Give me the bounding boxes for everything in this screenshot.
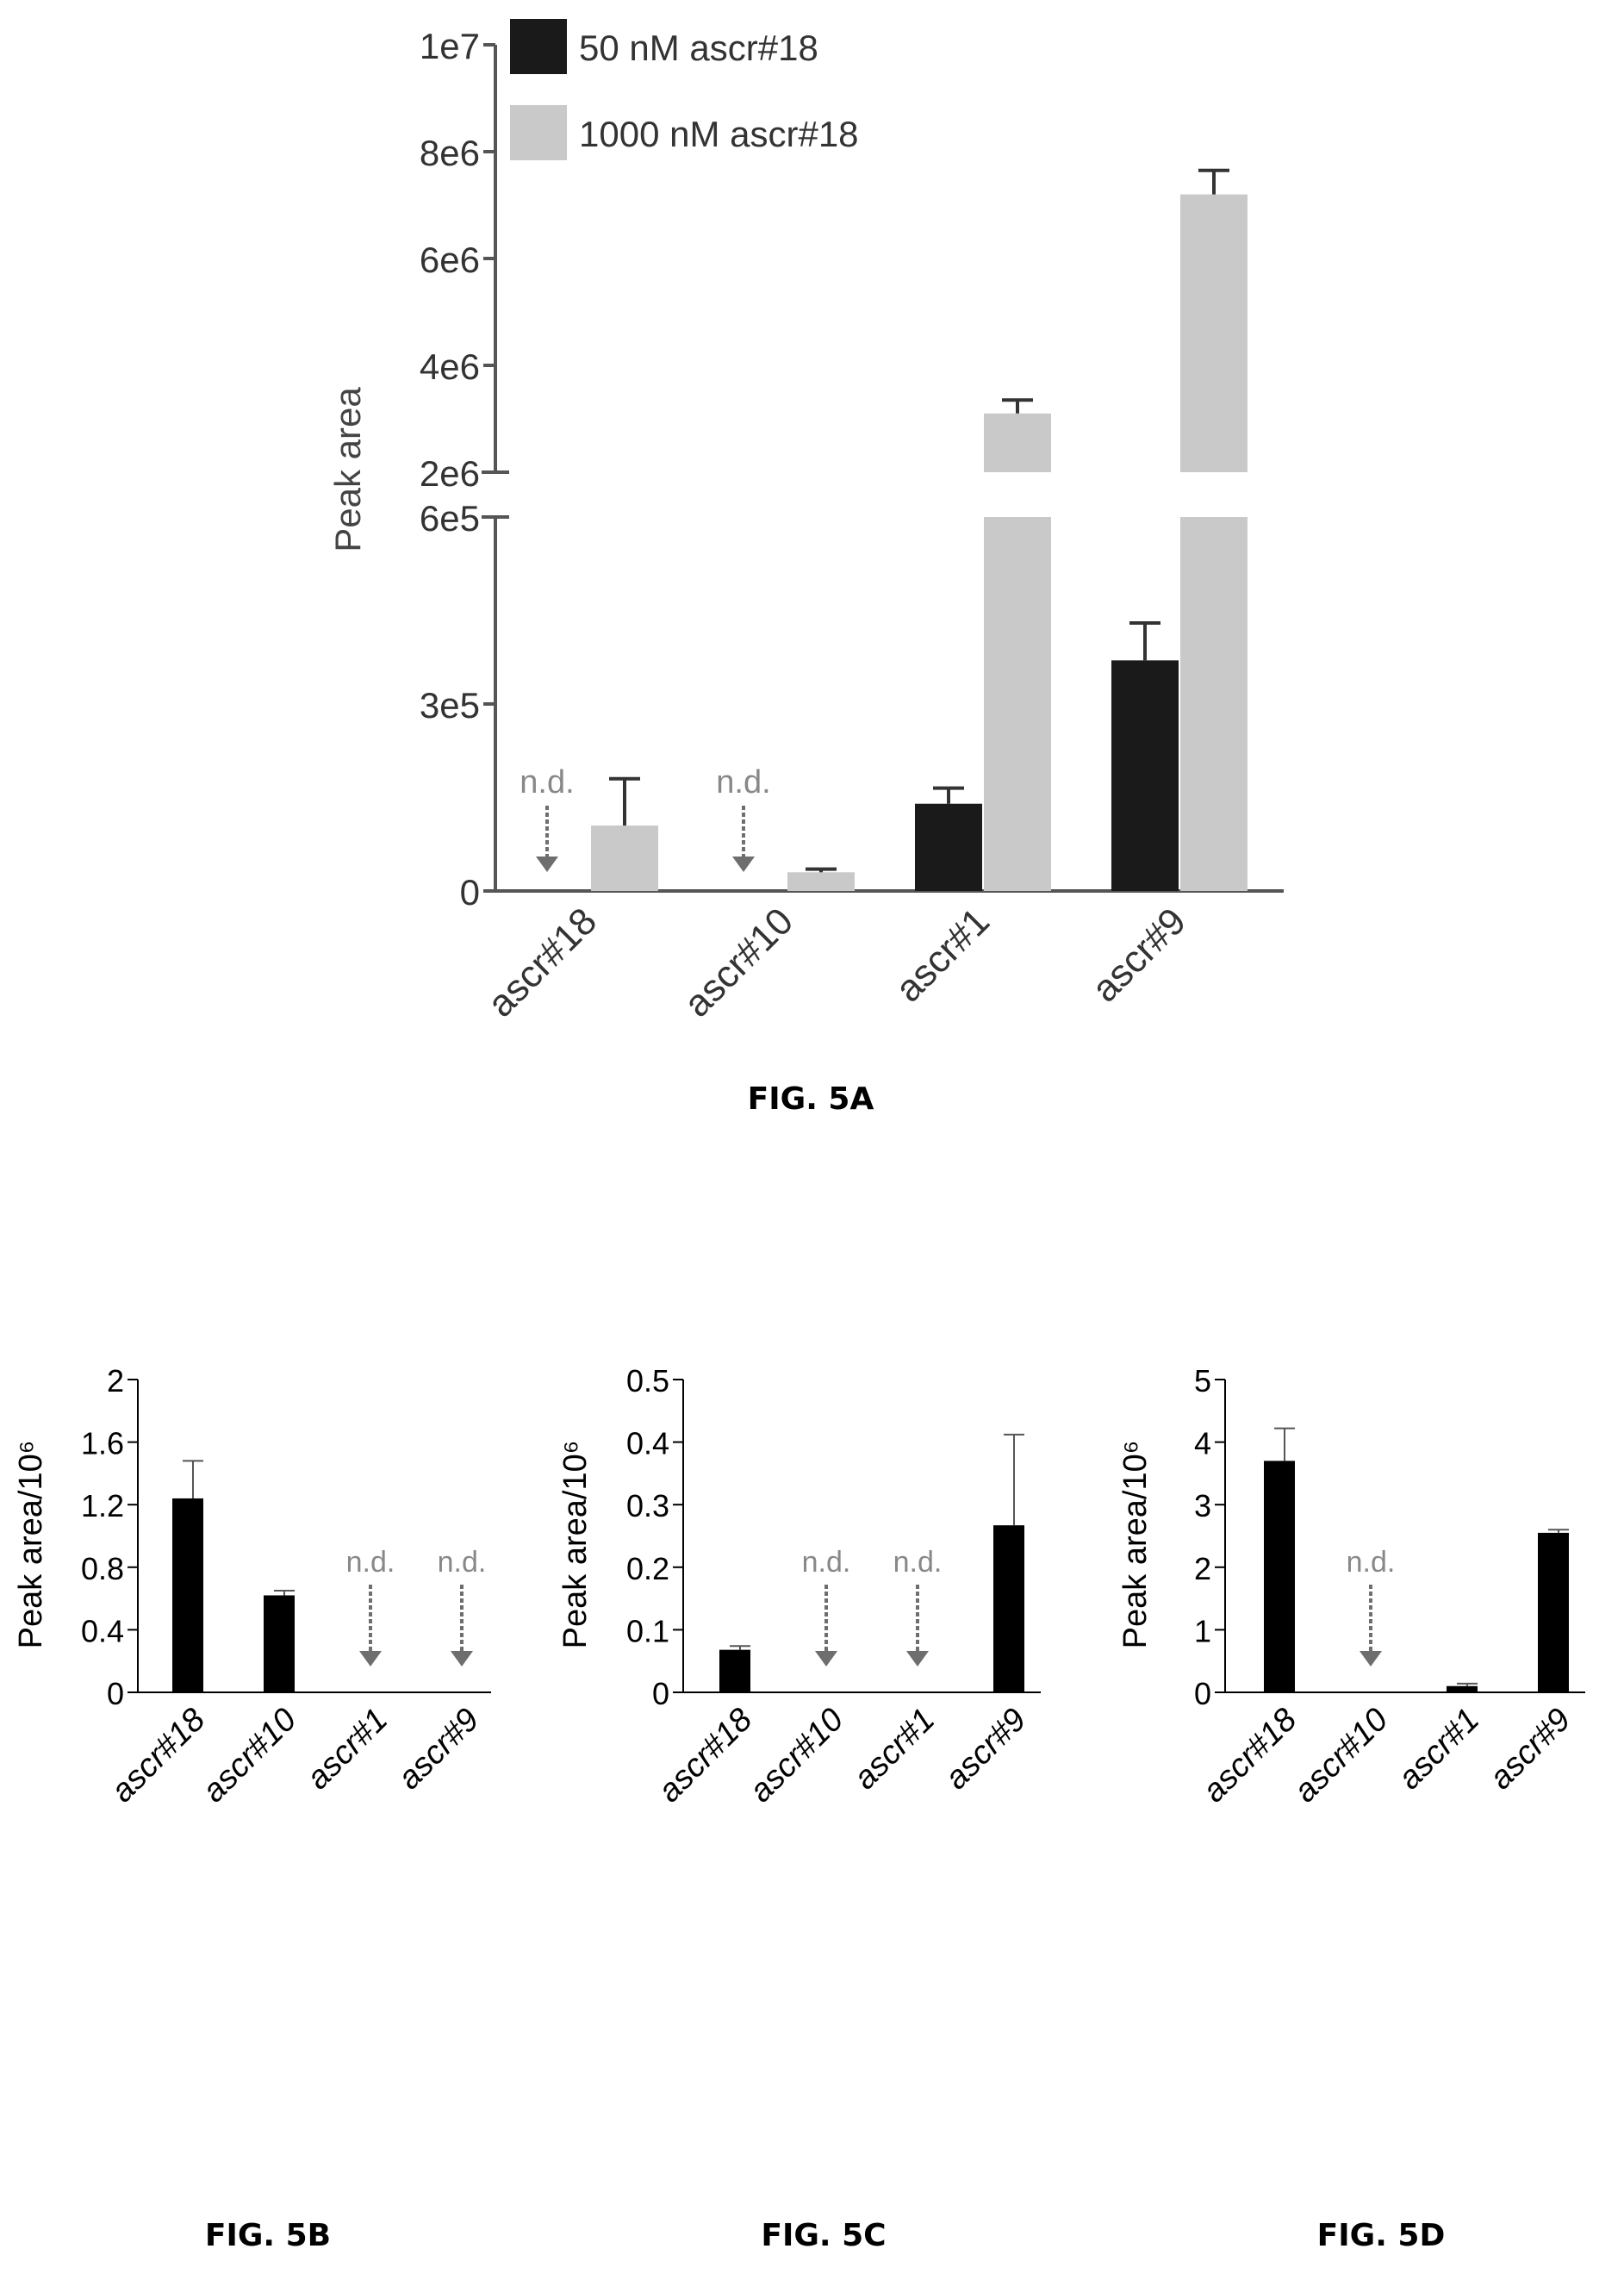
y-axis-label: Peak area/10⁶ — [1117, 1441, 1154, 1649]
y-tick-label-1: 1 — [1194, 1613, 1211, 1648]
bar-1000-nm-ascr-18-ascr-9-lower — [1180, 517, 1248, 891]
y-tick-label-0: 0 — [1194, 1676, 1211, 1711]
y-tick-label-8e6: 8e6 — [420, 133, 480, 173]
x-tick-label-ascr-9: ascr#9 — [391, 1702, 486, 1797]
y-tick-label-3e5: 3e5 — [420, 685, 480, 726]
nd-label-ascr-9: n.d. — [438, 1546, 487, 1579]
y-tick-label-0: 0 — [652, 1676, 669, 1711]
legend-label-50-nm-ascr-18: 50 nM ascr#18 — [579, 28, 818, 68]
x-tick-label-ascr-10: ascr#10 — [676, 900, 801, 1025]
nd-arrow-ascr-10-head — [732, 857, 755, 872]
y-tick-label-3: 3 — [1194, 1488, 1211, 1523]
x-tick-label-ascr-1: ascr#1 — [887, 900, 998, 1010]
nd-arrow-ascr-10-head — [1360, 1651, 1382, 1666]
chart-5a: 2e6 4e6 6e6 8e6 1e7 0 3e5 6e5 Peak area n.d. ascr#… — [327, 19, 1284, 1025]
x-tick-label-ascr-18: ascr#18 — [480, 900, 605, 1025]
bar-ascr-10 — [264, 1595, 295, 1692]
bar-ascr-9 — [1538, 1532, 1569, 1692]
y-tick-label-0-4: 0.4 — [81, 1613, 124, 1648]
nd-arrow-ascr-10-head — [815, 1651, 837, 1666]
x-tick-label-ascr-9: ascr#9 — [1084, 900, 1194, 1010]
y-tick-label-0-5: 0.5 — [626, 1363, 669, 1399]
y-tick-label-6e6: 6e6 — [420, 240, 480, 280]
nd-label-ascr-10: n.d. — [716, 764, 770, 800]
x-tick-label-ascr-18: ascr#18 — [651, 1702, 759, 1810]
nd-label-ascr-10: n.d. — [802, 1546, 851, 1579]
y-tick-label-4e6: 4e6 — [420, 346, 480, 387]
bar-1000-nm-ascr-18-ascr-1-lower — [984, 517, 1051, 891]
y-tick-label-0-3: 0.3 — [626, 1488, 669, 1523]
caption-fig-5b: FIG. 5B — [204, 2218, 332, 2253]
nd-arrow-ascr-1-head — [359, 1651, 382, 1666]
y-tick-label-2e6: 2e6 — [420, 453, 480, 494]
legend-label-1000-nm-ascr-18: 1000 nM ascr#18 — [579, 114, 859, 154]
y-tick-label-0: 0 — [460, 872, 480, 913]
y-axis-label: Peak area/10⁶ — [13, 1441, 49, 1649]
y-axis-label: Peak area — [327, 387, 368, 552]
y-tick-label-0-2: 0.2 — [626, 1551, 669, 1586]
y-tick-label-2: 2 — [107, 1363, 124, 1399]
nd-label-ascr-10: n.d. — [1347, 1546, 1396, 1579]
y-tick-label-1-6: 1.6 — [81, 1426, 124, 1461]
x-tick-label-ascr-1: ascr#1 — [300, 1702, 395, 1797]
x-tick-label-ascr-10: ascr#10 — [196, 1702, 303, 1810]
y-tick-label-0-8: 0.8 — [81, 1551, 124, 1586]
nd-label-ascr-1: n.d. — [346, 1546, 395, 1579]
x-tick-label-ascr-1: ascr#1 — [1391, 1702, 1486, 1797]
bar-50-nm-ascr-18-ascr-9 — [1111, 660, 1179, 891]
nd-arrow-ascr-1-head — [906, 1651, 929, 1666]
y-tick-label-0-4: 0.4 — [626, 1426, 669, 1461]
bar-ascr-1 — [1447, 1685, 1478, 1692]
chart-5c: 0 0.1 0.2 0.3 0.4 0.5 Peak area/10⁶ ascr#18 n.d.… — [557, 1363, 1041, 1810]
y-tick-label-5: 5 — [1194, 1363, 1211, 1399]
bar-1000-nm-ascr-18-ascr-9-upper — [1180, 194, 1248, 472]
nd-label-ascr-18: n.d. — [520, 764, 574, 800]
x-tick-label-ascr-10: ascr#10 — [743, 1702, 850, 1810]
x-tick-label-ascr-10: ascr#10 — [1287, 1702, 1395, 1810]
caption-fig-5c: FIG. 5C — [761, 2218, 887, 2253]
y-tick-label-6e5: 6e5 — [420, 498, 480, 539]
caption-fig-5d: FIG. 5D — [1316, 2218, 1446, 2253]
bar-1000-nm-ascr-18-ascr-18 — [591, 825, 658, 891]
nd-label-ascr-1: n.d. — [893, 1546, 943, 1579]
x-tick-label-ascr-18: ascr#18 — [1196, 1702, 1304, 1810]
x-tick-label-ascr-18: ascr#18 — [104, 1702, 212, 1810]
bar-1000-nm-ascr-18-ascr-1-upper — [984, 413, 1051, 472]
x-tick-label-ascr-9: ascr#9 — [1483, 1702, 1577, 1797]
x-tick-label-ascr-1: ascr#1 — [847, 1702, 942, 1797]
bar-ascr-18 — [719, 1649, 750, 1692]
bar-ascr-18 — [1264, 1461, 1295, 1692]
legend-swatch-1000-nm-ascr-18 — [510, 105, 567, 160]
y-tick-label-1e7: 1e7 — [420, 26, 480, 66]
y-tick-label-0-1: 0.1 — [626, 1613, 669, 1648]
y-tick-label-2: 2 — [1194, 1551, 1211, 1586]
bar-ascr-18 — [172, 1498, 203, 1692]
legend-swatch-50-nm-ascr-18 — [510, 19, 567, 74]
bar-1000-nm-ascr-18-ascr-10 — [787, 872, 855, 891]
y-tick-label-1-2: 1.2 — [81, 1488, 124, 1523]
bar-50-nm-ascr-18-ascr-1 — [915, 803, 982, 891]
caption-fig-5a: FIG. 5A — [747, 1081, 874, 1117]
bar-ascr-9 — [993, 1525, 1024, 1692]
y-tick-label-4: 4 — [1194, 1426, 1211, 1461]
nd-arrow-ascr-18-head — [536, 857, 558, 872]
nd-arrow-ascr-9-head — [451, 1651, 473, 1666]
x-tick-label-ascr-9: ascr#9 — [938, 1702, 1033, 1797]
y-axis-label: Peak area/10⁶ — [557, 1441, 594, 1649]
y-tick-label-0: 0 — [107, 1676, 124, 1711]
